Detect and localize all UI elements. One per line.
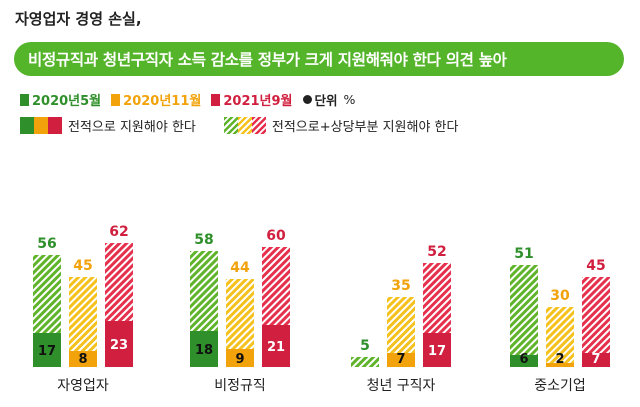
legend-swatch-yellow [111, 93, 121, 106]
category-label-3: 중소기업 [534, 378, 586, 394]
bar-fully-label-2-2: 17 [428, 344, 446, 359]
legend-item-2020-11: 2020년11월 [111, 90, 201, 109]
bar-fully-label-1-3: 2 [555, 352, 564, 367]
bar-total-label-0-0: 56 [37, 236, 56, 252]
bar-fully-2-2 [423, 333, 451, 367]
bar-fully-label-2-3: 7 [591, 352, 600, 367]
bar-fully-label-0-3: 6 [519, 352, 528, 367]
bar-fully-1-0 [69, 351, 97, 367]
bar-fully-label-2-1: 21 [267, 340, 285, 355]
legend-item-2021-09: 2021년9월 [211, 90, 293, 109]
hatched-swatch-group [223, 117, 266, 134]
bar-fully-0-3 [510, 355, 538, 367]
pattern-legend: 전적으로 지원해야 한다 전적으로+상당부분 지원해야 한다 [20, 116, 486, 135]
legend-label: 2021년9월 [223, 94, 293, 109]
unit-label: 단위 % [302, 90, 356, 109]
legend-swatch-red [211, 93, 221, 106]
bar-fully-1-1 [226, 349, 254, 367]
subtitle-text: 비정규직과 청년구직자 소득 감소를 정부가 크게 지원해줘야 한다 의견 높아 [28, 51, 507, 69]
solid-red-swatch [48, 117, 62, 134]
bar-total-0-3 [510, 265, 538, 367]
solid-yellow-swatch [34, 117, 48, 134]
bar-fully-0-1 [190, 331, 218, 367]
bar-total-label-1-0: 45 [73, 258, 92, 274]
bar-fully-2-1 [262, 325, 290, 367]
bar-total-label-1-2: 35 [391, 278, 410, 294]
hatched-red-swatch [251, 117, 266, 134]
bar-total-label-2-3: 45 [586, 258, 605, 274]
bar-fully-label-1-0: 8 [78, 352, 87, 367]
bar-fully-label-0-0: 17 [38, 344, 56, 359]
bar-fully-label-1-1: 9 [235, 352, 244, 367]
solid-swatch-group [20, 117, 62, 134]
bar-total-2-3 [582, 277, 610, 367]
bar-fully-1-2 [387, 353, 415, 367]
hatched-legend-label: 전적으로+상당부분 지원해야 한다 [271, 120, 459, 135]
category-label-0: 자영업자 [57, 378, 109, 394]
bar-total-0-2 [351, 357, 379, 367]
bar-fully-2-3 [582, 353, 610, 367]
bar-total-label-2-0: 62 [109, 224, 128, 240]
bar-fully-1-3 [546, 363, 574, 367]
bar-total-label-2-2: 52 [427, 244, 446, 260]
legend-item-2020-05: 2020년5월 [20, 90, 101, 109]
bar-total-label-0-2: 5 [360, 338, 370, 354]
bar-total-label-0-3: 51 [514, 246, 533, 262]
series-legend: 2020년5월 2020년11월 2021년9월 단위 % [20, 90, 355, 109]
subtitle-banner: 비정규직과 청년구직자 소득 감소를 정부가 크게 지원해줘야 한다 의견 높아 [14, 42, 624, 76]
legend-label: 2020년11월 [123, 94, 202, 109]
bar-total-label-1-3: 30 [550, 288, 570, 304]
hatched-green-swatch [223, 117, 238, 134]
category-label-2: 청년 구직자 [367, 378, 436, 394]
hatched-yellow-swatch [237, 117, 252, 134]
unit-text: 단위 [314, 93, 338, 108]
bar-fully-label-2-0: 23 [110, 338, 128, 353]
bar-total-label-2-1: 60 [266, 228, 286, 244]
chart-title: 자영업자 경영 손실, [15, 10, 142, 28]
solid-legend-label: 전적으로 지원해야 한다 [68, 120, 196, 135]
category-label-1: 비정규직 [214, 378, 266, 394]
bar-total-label-0-1: 58 [194, 232, 213, 248]
bar-fully-label-0-1: 18 [195, 343, 213, 358]
bar-fully-2-0 [105, 321, 133, 367]
bar-fully-0-0 [33, 333, 61, 367]
bar-total-label-1-1: 44 [230, 260, 250, 276]
legend-label: 2020년5월 [32, 94, 102, 109]
bar-total-1-3 [546, 307, 574, 367]
legend-swatch-green [20, 93, 29, 106]
unit-symbol: % [343, 92, 356, 107]
bullet-icon [302, 95, 312, 104]
solid-green-swatch [20, 117, 34, 134]
bar-fully-label-1-2: 7 [396, 352, 405, 367]
